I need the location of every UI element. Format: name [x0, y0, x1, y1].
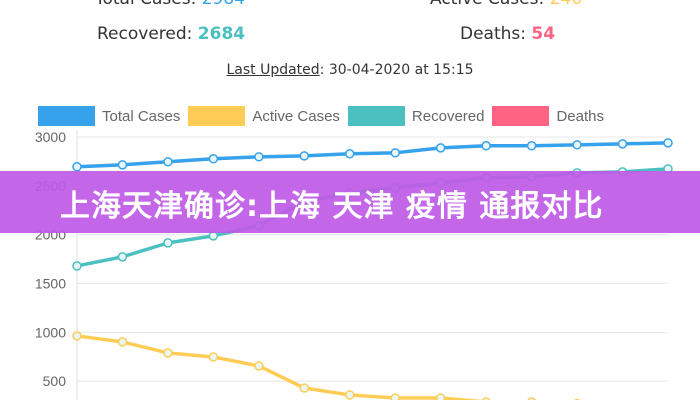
banner-title: 上海天津确诊:上海 天津 疫情 通报对比: [60, 189, 604, 224]
legend-label: Active Cases: [252, 107, 340, 125]
legend-swatch: [347, 106, 405, 126]
data-point: [345, 390, 355, 400]
data-point: [72, 261, 82, 271]
data-point: [163, 238, 173, 248]
data-point: [527, 397, 536, 400]
series-line: [76, 334, 484, 400]
data-point: [117, 160, 128, 170]
series-line: [76, 141, 669, 169]
stat-recovered-label: Recovered:: [97, 24, 198, 44]
legend-active[interactable]: Active Cases: [188, 106, 340, 126]
data-point: [390, 148, 400, 158]
data-point: [345, 149, 355, 159]
data-point: [72, 331, 82, 341]
data-point: [254, 361, 264, 371]
data-point: [481, 141, 491, 151]
legend-deaths[interactable]: Deaths: [492, 106, 604, 126]
data-point: [572, 140, 582, 150]
y-tick-label: 500: [43, 373, 67, 389]
legend-swatch: [38, 106, 95, 126]
data-point: [435, 393, 446, 400]
stat-deaths-value: 54: [531, 24, 556, 44]
data-point: [208, 352, 219, 362]
stat-deaths-label: Deaths:: [460, 24, 532, 44]
legend-swatch: [492, 106, 550, 126]
last-updated-label: Last Updated: [226, 62, 320, 78]
data-point: [117, 337, 128, 347]
legend-label: Total Cases: [102, 107, 181, 125]
data-point: [617, 139, 628, 149]
legend-recovered[interactable]: Recovered: [347, 106, 485, 126]
y-tick-label: 1000: [35, 324, 66, 340]
data-point: [481, 397, 491, 400]
stat-recovered: Recovered: 2684: [97, 24, 245, 44]
data-point: [299, 151, 310, 161]
legend-swatch: [188, 106, 246, 126]
stat-active: Active Cases: 246: [430, 0, 582, 9]
stat-active-value: 246: [550, 0, 582, 9]
legend-total[interactable]: Total Cases: [38, 106, 180, 126]
data-point: [390, 393, 400, 400]
last-updated: Last Updated: 30-04-2020 at 15:15: [0, 62, 700, 78]
chart-legend: Total Cases Active Cases Recovered Death…: [38, 106, 612, 126]
data-point: [208, 154, 219, 164]
data-point: [72, 162, 82, 172]
stat-recovered-value: 2684: [197, 24, 246, 44]
data-point: [299, 383, 310, 393]
stat-deaths: Deaths: 54: [460, 24, 555, 44]
data-point: [208, 231, 219, 241]
data-point: [435, 143, 446, 153]
stat-total-label: Total Cases:: [95, 0, 202, 9]
title-banner: 上海天津确诊:上海 天津 疫情 通报对比: [0, 171, 700, 233]
data-point: [163, 348, 173, 358]
data-point: [526, 141, 537, 151]
stat-total-value: 2984: [202, 0, 245, 9]
data-point: [254, 152, 264, 162]
y-tick-label: 1500: [35, 276, 66, 292]
data-point: [663, 138, 673, 148]
stat-total: Total Cases: 2984: [95, 0, 245, 9]
stat-active-label: Active Cases:: [430, 0, 550, 9]
y-tick-label: 3000: [35, 129, 66, 145]
last-updated-value: : 30-04-2020 at 15:15: [319, 62, 474, 78]
legend-label: Deaths: [556, 107, 604, 125]
data-point: [117, 252, 128, 262]
legend-label: Recovered: [411, 107, 485, 125]
data-point: [163, 157, 173, 167]
